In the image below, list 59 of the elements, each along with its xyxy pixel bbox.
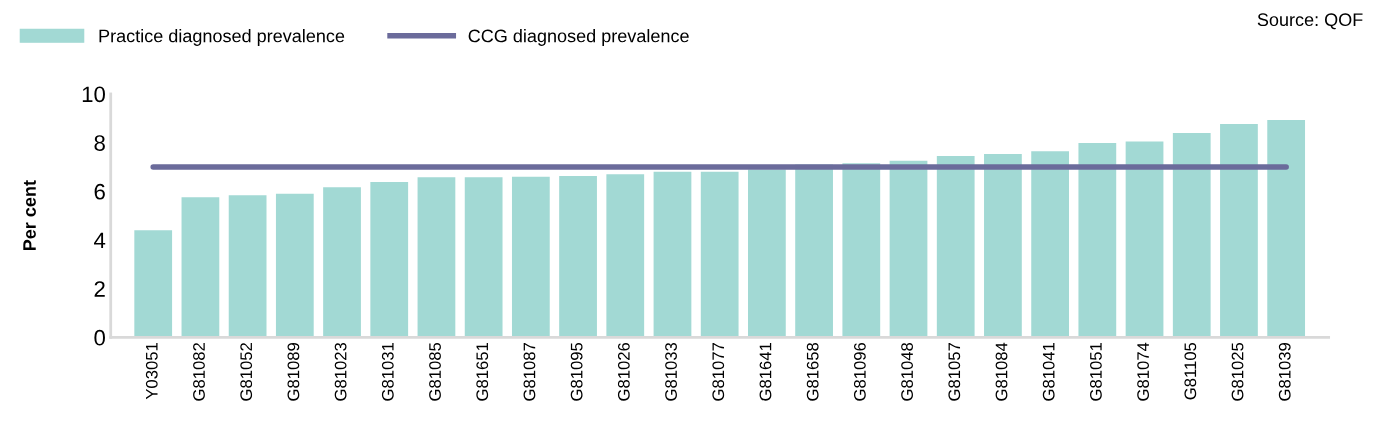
bar [370, 182, 409, 338]
bar [228, 195, 267, 338]
x-tick-label: G81085 [429, 342, 441, 401]
x-tick-label: G81658 [806, 342, 819, 401]
x-tick-label: G81057 [948, 343, 961, 401]
legend-label: CCG diagnosed prevalence [468, 29, 689, 46]
bar [984, 154, 1022, 338]
x-tick-label: G81041 [1042, 343, 1055, 401]
x-tick-label: G81039 [1278, 342, 1291, 401]
y-tick-label: 8 [94, 135, 105, 151]
y-tick-label: 2 [94, 281, 105, 297]
x-tick-label: G81651 [476, 343, 489, 401]
source-note: Source: QOF [1257, 13, 1363, 30]
bar [700, 171, 739, 338]
x-tick-label: G81031 [381, 343, 394, 401]
x-tick-label: Y03051 [145, 343, 158, 400]
x-tick-label: G81025 [1231, 342, 1244, 401]
bar [323, 187, 361, 338]
x-tick-label: G81077 [712, 343, 725, 401]
x-tick-label: G81074 [1137, 342, 1150, 401]
x-tick-label: G81082 [193, 343, 205, 401]
x-tick-label: G81095 [570, 342, 583, 401]
bar [559, 175, 597, 338]
x-tick-label: G81105 [1184, 342, 1197, 400]
bar [936, 156, 975, 338]
y-tick-label: 0 [94, 329, 105, 346]
x-tick-label: G81026 [617, 342, 630, 401]
bar [1267, 119, 1306, 338]
x-tick-label: G81033 [665, 342, 677, 401]
y-axis-title: Per cent [23, 180, 36, 251]
bar [748, 169, 786, 338]
bar [842, 163, 881, 338]
x-tick-label: G81641 [759, 343, 772, 401]
bar [417, 177, 456, 338]
bar [1220, 123, 1258, 338]
bar [1125, 141, 1164, 338]
bar [275, 193, 314, 338]
bar [606, 174, 645, 338]
y-tick-label: 10 [82, 86, 105, 103]
x-tick-label: G81096 [853, 342, 866, 401]
y-tick-label: 4 [94, 232, 106, 249]
x-tick-label: G81052 [240, 343, 253, 401]
x-tick-label: G81048 [901, 342, 913, 401]
x-tick-label: G81023 [334, 342, 347, 401]
bar [1078, 143, 1117, 338]
bar [889, 160, 928, 338]
bar [1172, 132, 1211, 338]
bar [511, 176, 550, 338]
bar [464, 177, 503, 338]
bar [1031, 151, 1070, 338]
bar [653, 171, 692, 338]
bar [181, 197, 220, 338]
bar [134, 230, 173, 338]
x-tick-label: G81051 [1090, 343, 1102, 401]
x-tick-label: G81087 [523, 343, 536, 401]
x-tick-label: G81089 [287, 342, 300, 401]
x-tick-label: G81084 [995, 342, 1008, 401]
y-tick-label: 6 [94, 183, 105, 200]
legend-label: Practice diagnosed prevalence [99, 29, 345, 46]
